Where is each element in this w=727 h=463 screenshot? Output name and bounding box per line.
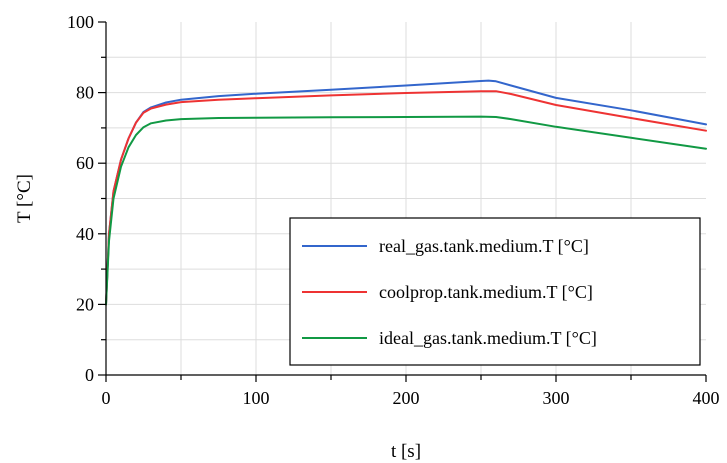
- x-tick-label: 0: [102, 388, 111, 408]
- y-tick-label: 60: [76, 153, 94, 173]
- x-tick-label: 200: [393, 388, 420, 408]
- axes: [98, 21, 707, 382]
- x-tick-label: 400: [693, 388, 720, 408]
- x-axis-title: t [s]: [391, 441, 421, 462]
- series-line: [105, 115, 707, 306]
- legend-label: real_gas.tank.medium.T [°C]: [379, 236, 589, 256]
- x-tick-label: 300: [543, 388, 570, 408]
- y-tick-label: 0: [85, 365, 94, 385]
- y-tick-label: 100: [67, 12, 94, 32]
- y-tick-label: 80: [76, 83, 94, 103]
- y-tick-label: 20: [76, 294, 94, 314]
- legend-label: coolprop.tank.medium.T [°C]: [379, 282, 593, 302]
- tick-labels: 0 100 200 300 400 0 20 40 60 80 100: [67, 12, 720, 408]
- legend: real_gas.tank.medium.T [°C] coolprop.tank…: [289, 217, 701, 366]
- series-lines: [105, 79, 707, 306]
- x-tick-label: 100: [243, 388, 270, 408]
- legend-label: ideal_gas.tank.medium.T [°C]: [379, 328, 597, 348]
- y-tick-label: 40: [76, 224, 94, 244]
- y-axis-title: T [°C]: [14, 174, 35, 223]
- series-line: [105, 90, 707, 306]
